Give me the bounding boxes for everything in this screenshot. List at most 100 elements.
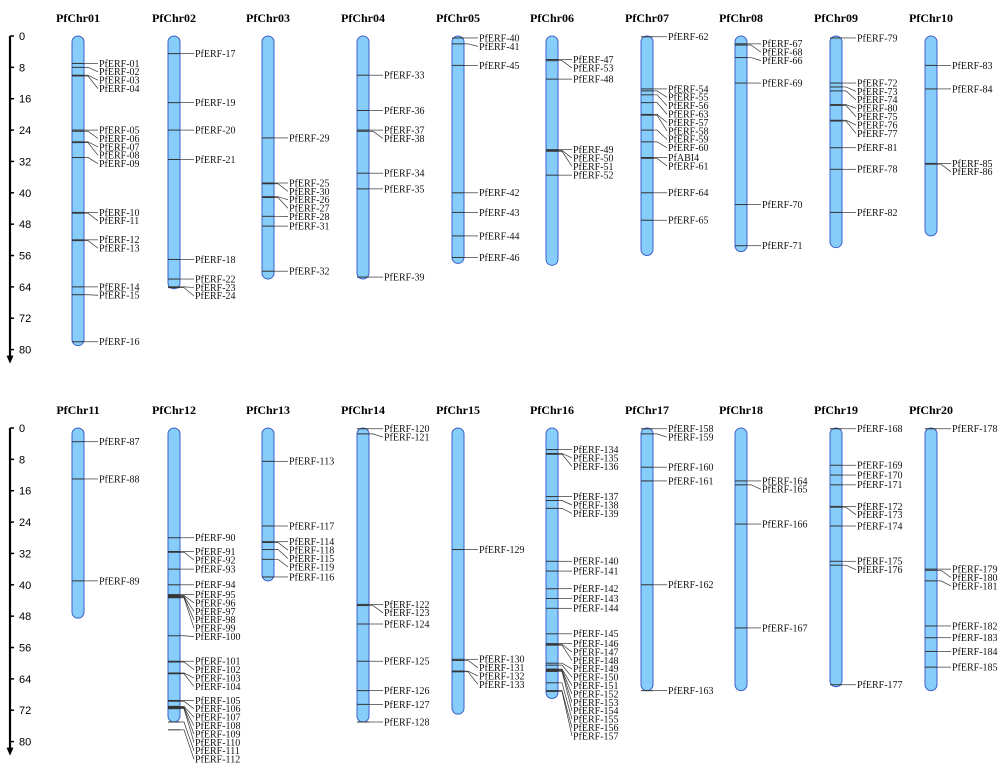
- gene-label: PfERF-67: [762, 39, 803, 50]
- gene-label: PfERF-87: [99, 437, 140, 448]
- chromosome-title: PfChr17: [625, 403, 669, 417]
- gene-leader-line: [653, 433, 668, 438]
- gene-label: PfERF-116: [289, 572, 334, 583]
- gene-label: PfERF-134: [573, 445, 619, 456]
- gene-leader-line: [558, 453, 573, 467]
- chromosome-title: PfChr15: [436, 403, 480, 417]
- gene-leader-line: [180, 673, 195, 687]
- gene-label: PfERF-75: [857, 112, 898, 123]
- chromosome-title: PfChr03: [246, 11, 290, 25]
- chromosome-pfchr09: PfChr09PfERF-79PfERF-72PfERF-73PfERF-74P…: [814, 11, 898, 249]
- gene-label: PfERF-109: [195, 729, 241, 740]
- gene-label: PfERF-169: [857, 461, 903, 472]
- chromosome-pfchr13: PfChr13PfERF-113PfERF-117PfERF-114PfERF-…: [246, 403, 334, 583]
- gene-label: PfERF-38: [384, 134, 425, 145]
- axis-tick-label: 40: [19, 580, 31, 592]
- chromosome-pfchr02: PfChr02 PfERF-17 PfERF-19 PfERF-20 PfERF-21 P…: [152, 11, 236, 302]
- gene-label: PfERF-17: [195, 49, 236, 60]
- gene-leader-line: [369, 605, 384, 614]
- axis-tick-label: 16: [19, 94, 31, 106]
- gene-leader-line: [180, 661, 195, 670]
- gene-label: PfERF-149: [573, 664, 619, 675]
- axis-tick-label: 48: [19, 611, 31, 623]
- gene-label: PfERF-77: [857, 129, 898, 140]
- gene-leader-line: [84, 75, 99, 89]
- chromosome-pfchr06: PfChr06PfERF-47PfERF-53PfERF-48PfERF-49P…: [530, 11, 614, 266]
- gene-leader-line: [558, 690, 573, 728]
- gene-leader-line: [464, 660, 479, 668]
- gene-label: PfERF-37: [384, 125, 425, 136]
- gene-label: PfERF-162: [668, 580, 714, 591]
- gene-label: PfERF-24: [195, 291, 236, 302]
- gene-label: PfERF-51: [573, 162, 614, 173]
- gene-label: PfERF-85: [952, 159, 993, 170]
- gene-leader-line: [747, 484, 762, 490]
- gene-label: PfERF-44: [479, 231, 520, 242]
- gene-label: PfERF-115: [289, 554, 334, 565]
- gene-label: PfERF-60: [668, 143, 709, 154]
- gene-label: PfERF-184: [952, 647, 998, 658]
- gene-leader-line: [180, 595, 195, 612]
- gene-leader-line: [653, 114, 668, 132]
- gene-label: PfERF-10: [99, 208, 140, 219]
- gene-leader-line: [558, 671, 573, 711]
- chromosome-title: PfChr04: [341, 11, 385, 25]
- gene-leader-line: [180, 635, 195, 637]
- gene-label: PfERF-131: [479, 663, 525, 674]
- gene-label: PfERF-02: [99, 67, 140, 78]
- chromosome-bar: [640, 35, 654, 257]
- gene-label: PfERF-156: [573, 723, 619, 734]
- chromosome-bar: [451, 35, 465, 264]
- chromosome-title: PfChr18: [719, 403, 763, 417]
- gene-label: PfERF-177: [857, 680, 903, 691]
- gene-label: PfERF-68: [762, 48, 803, 59]
- gene-leader-line: [180, 286, 195, 288]
- axis-arrow-icon: [6, 355, 14, 364]
- chromosome-bar: [71, 427, 85, 619]
- gene-leader-line: [274, 197, 289, 209]
- gene-label: PfERF-45: [479, 61, 520, 72]
- gene-label: PfERF-122: [384, 600, 430, 611]
- chromosome-bar: [451, 427, 465, 715]
- gene-leader-line: [842, 104, 857, 109]
- chromosome-title: PfChr02: [152, 11, 196, 25]
- gene-label: PfERF-58: [668, 126, 709, 137]
- gene-label: PfERF-114: [289, 537, 334, 548]
- gene-label: PfERF-63: [668, 110, 709, 121]
- gene-label: PfERF-09: [99, 159, 140, 170]
- gene-label: PfERF-144: [573, 604, 619, 615]
- gene-label: PfERF-182: [952, 621, 998, 632]
- gene-label: PfERF-73: [857, 87, 898, 98]
- gene-label: PfERF-128: [384, 717, 430, 728]
- chromosome-pfchr07: PfChr07PfERF-62PfERF-54PfERF-55PfERF-56P…: [625, 11, 709, 257]
- gene-label: PfERF-90: [195, 533, 236, 544]
- gene-label: PfERF-137: [573, 492, 619, 503]
- gene-leader-line: [180, 287, 195, 297]
- gene-label: PfERF-89: [99, 576, 140, 587]
- gene-label: PfERF-110: [195, 738, 240, 749]
- gene-label: PfERF-172: [857, 502, 903, 513]
- chromosome-title: PfChr14: [341, 403, 385, 417]
- gene-leader-line: [274, 549, 289, 559]
- gene-leader-line: [558, 670, 573, 703]
- gene-leader-line: [180, 597, 195, 629]
- gene-label: PfERF-120: [384, 424, 430, 435]
- chromosome-bar: [261, 427, 275, 582]
- gene-label: PfERF-93: [195, 565, 236, 576]
- gene-leader-line: [558, 644, 573, 661]
- gene-label: PfERF-121: [384, 433, 430, 444]
- gene-label: PfERF-82: [857, 208, 898, 219]
- gene-label: PfERF-99: [195, 624, 236, 635]
- chromosome-bar: [829, 427, 843, 688]
- gene-leader-line: [84, 74, 99, 81]
- scale-axis: 0 8 16 24 32 40 48 56 64 72 80: [6, 423, 31, 756]
- axis-tick-label: 32: [19, 156, 31, 168]
- gene-label: PfERF-141: [573, 566, 619, 577]
- gene-leader-line: [653, 90, 668, 98]
- gene-label: PfERF-124: [384, 619, 430, 630]
- gene-label: PfERF-40: [479, 33, 520, 44]
- gene-label: PfERF-153: [573, 698, 619, 709]
- gene-leader-line: [558, 668, 573, 686]
